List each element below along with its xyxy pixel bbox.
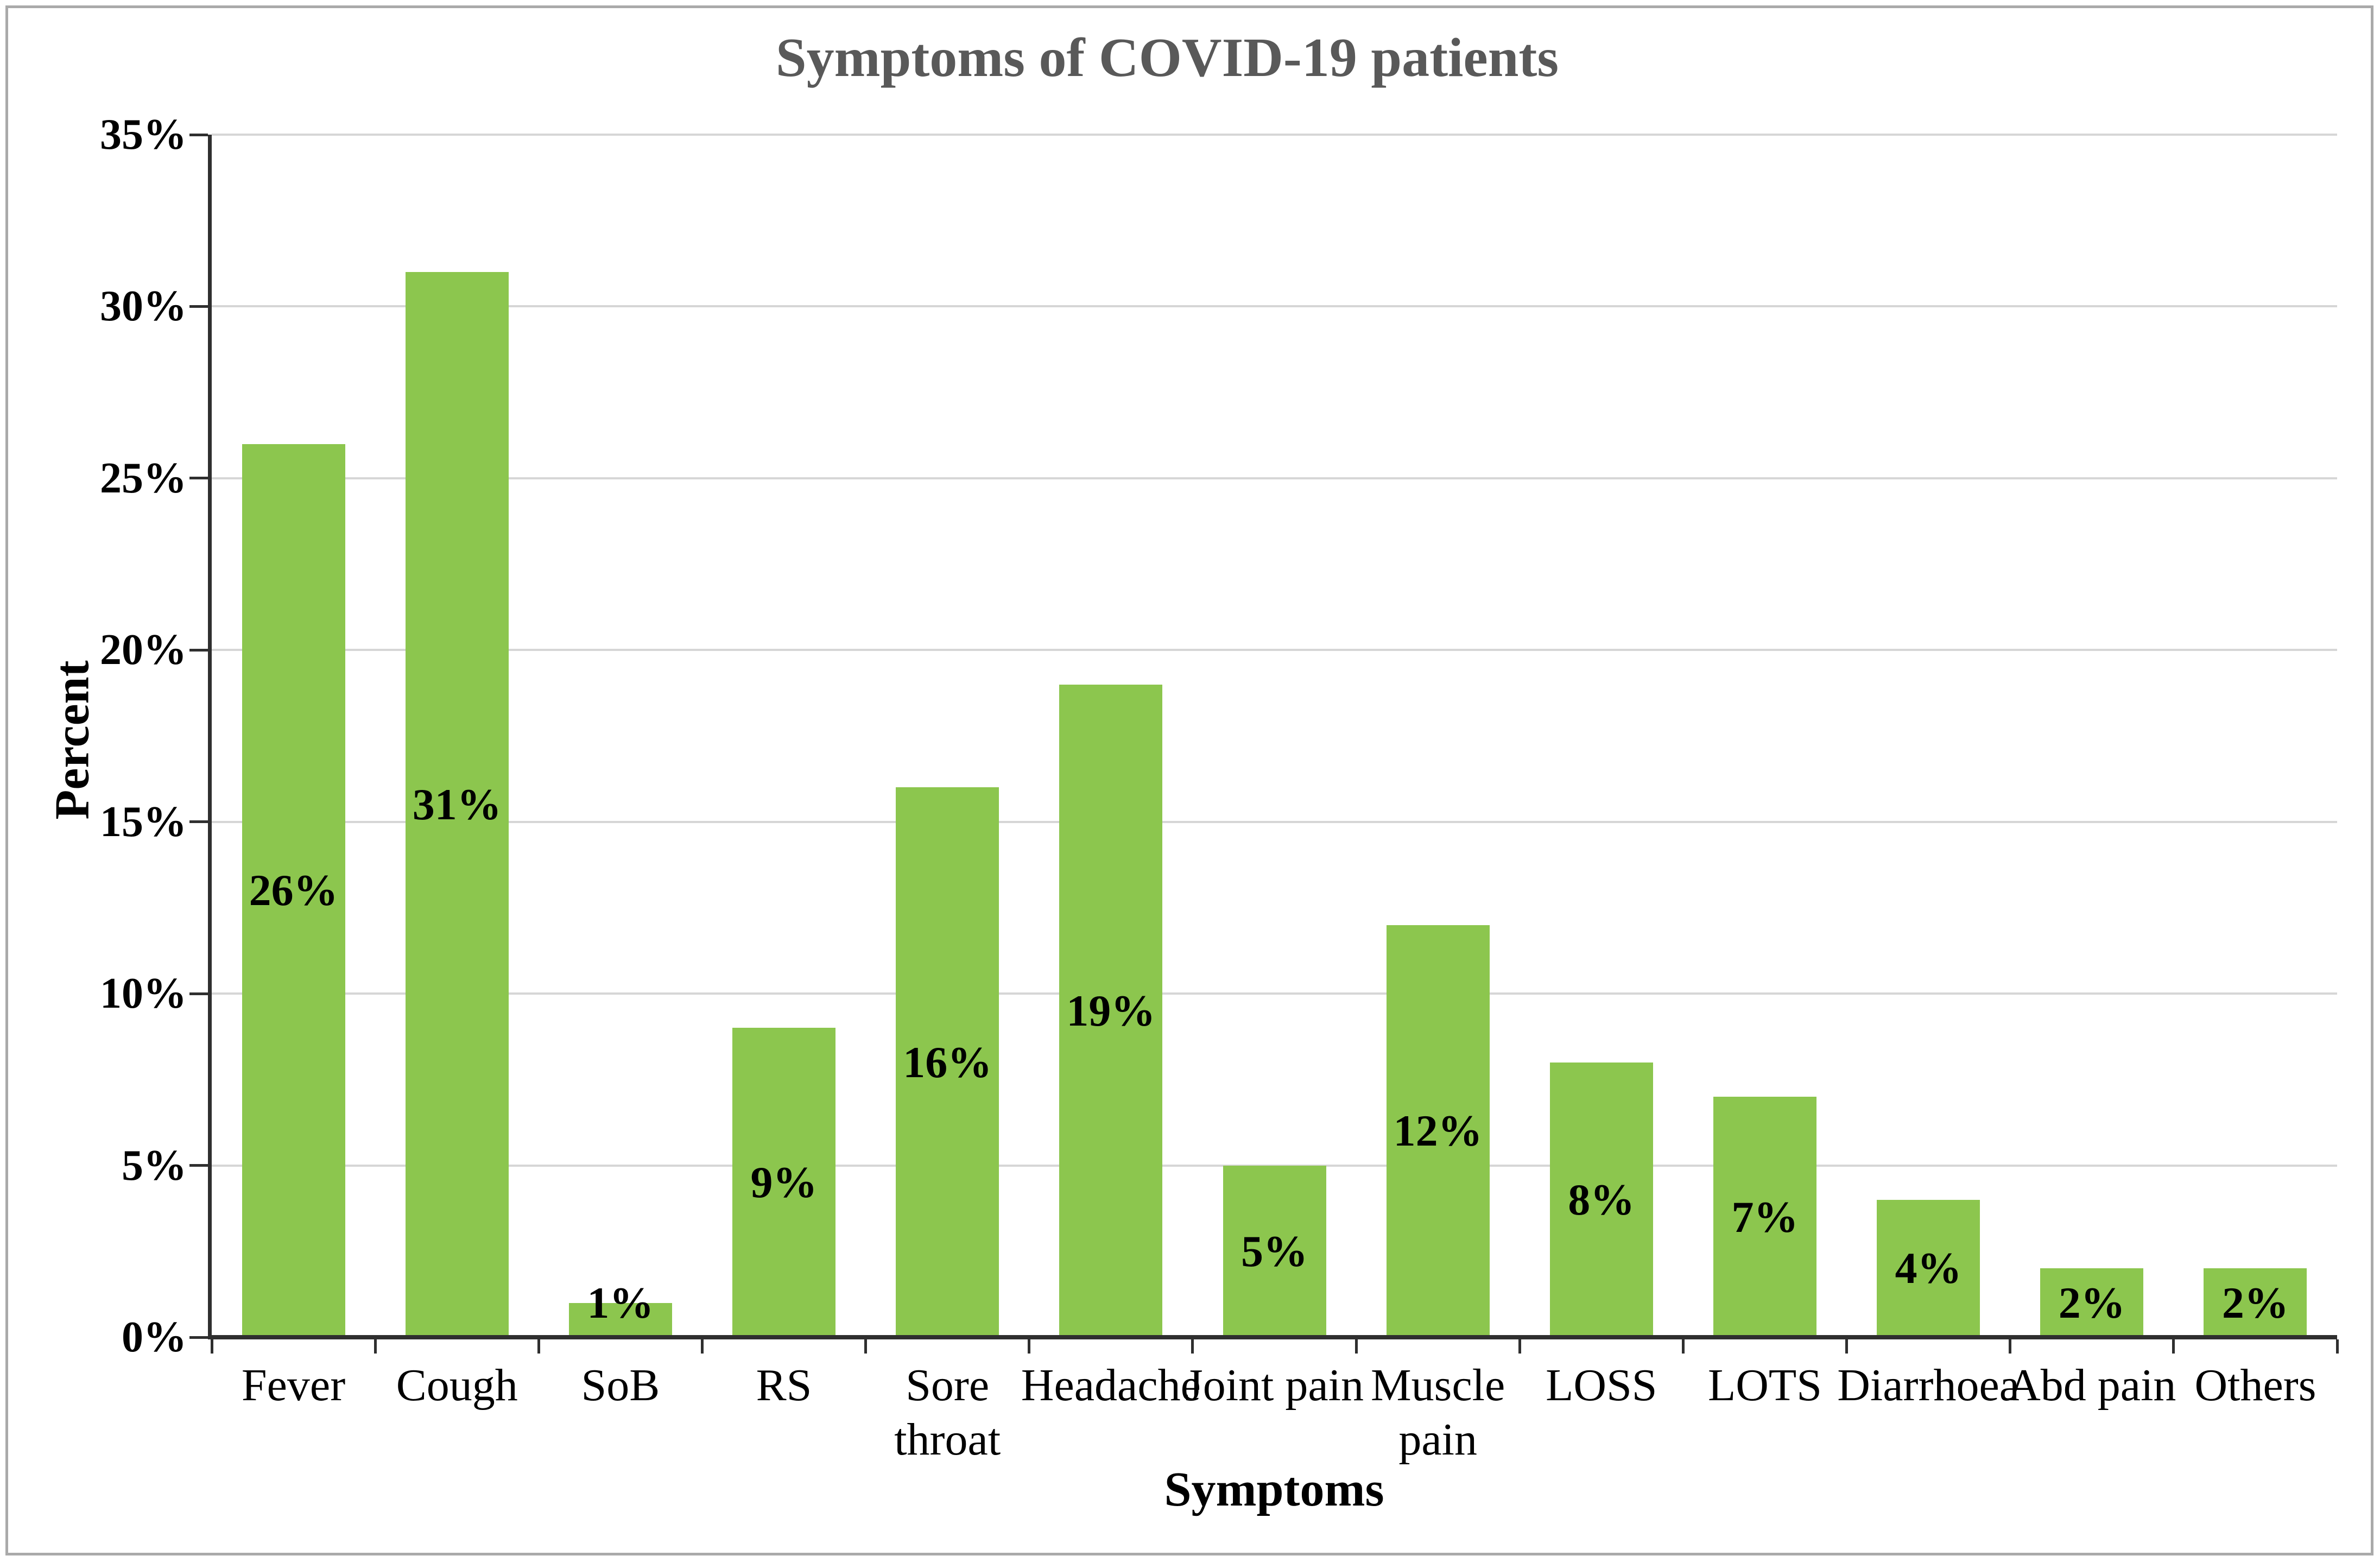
y-axis-tick xyxy=(189,648,208,652)
bar-value-label: 2% xyxy=(2058,1278,2125,1327)
gridline xyxy=(212,820,2337,823)
x-category-label: RS xyxy=(756,1360,812,1411)
x-axis-tick xyxy=(700,1339,704,1354)
x-category-label: Muscle pain xyxy=(1370,1360,1505,1465)
x-axis-tick xyxy=(2172,1339,2175,1354)
x-axis-tick xyxy=(537,1339,540,1354)
bar-value-label: 2% xyxy=(2221,1278,2289,1327)
bar-value-label: 5% xyxy=(1241,1226,1308,1276)
y-tick-label: 0% xyxy=(122,1313,187,1361)
y-tick-label: 15% xyxy=(100,798,187,846)
y-axis-tick xyxy=(189,305,208,308)
y-axis-tick xyxy=(189,133,208,136)
x-category-label: LOTS xyxy=(1707,1360,1822,1411)
bar-value-label: 26% xyxy=(249,865,338,915)
x-category-label: Sore throat xyxy=(894,1360,1001,1465)
x-axis-tick xyxy=(1028,1339,1031,1354)
gridline xyxy=(212,477,2337,479)
x-axis-tick xyxy=(374,1339,377,1354)
x-category-label: Fever xyxy=(241,1360,346,1411)
bar-value-label: 9% xyxy=(750,1158,818,1207)
x-category-label: Cough xyxy=(396,1360,518,1411)
x-axis-tick xyxy=(1518,1339,1521,1354)
bar xyxy=(896,787,999,1337)
bar xyxy=(1059,684,1163,1337)
bar xyxy=(2040,1268,2144,1337)
bar xyxy=(568,1302,672,1337)
bar-value-label: 8% xyxy=(1568,1174,1635,1224)
x-axis-tick xyxy=(864,1339,868,1354)
y-tick-label: 5% xyxy=(122,1141,187,1190)
gridline xyxy=(212,134,2337,136)
y-axis-tick xyxy=(189,820,208,824)
bar xyxy=(1223,1165,1326,1337)
x-axis-tick xyxy=(1191,1339,1194,1354)
x-axis-tick xyxy=(1845,1339,1849,1354)
bar xyxy=(405,272,509,1337)
y-tick-label: 30% xyxy=(100,282,187,331)
bar-value-label: 4% xyxy=(1895,1243,1962,1293)
x-category-label: LOSS xyxy=(1546,1360,1657,1411)
gridline xyxy=(212,992,2337,995)
bar xyxy=(2204,1268,2307,1337)
bar-value-label: 12% xyxy=(1393,1106,1483,1156)
bar-value-label: 1% xyxy=(587,1278,654,1327)
bar xyxy=(1877,1199,1980,1337)
bar-value-label: 16% xyxy=(903,1037,992,1087)
y-tick-label: 20% xyxy=(100,626,187,674)
bar xyxy=(242,444,345,1337)
y-axis-tick xyxy=(189,477,208,480)
bar xyxy=(1713,1097,1816,1337)
x-axis-line xyxy=(208,1335,2337,1339)
y-tick-label: 25% xyxy=(100,454,187,502)
x-category-label: Joint pain xyxy=(1185,1360,1364,1411)
y-axis-tick xyxy=(189,1164,208,1167)
x-axis-title: Symptoms xyxy=(1164,1463,1384,1516)
bar-value-label: 7% xyxy=(1731,1192,1799,1242)
x-axis-tick xyxy=(1681,1339,1685,1354)
x-axis-tick xyxy=(1354,1339,1358,1354)
x-category-label: Headache xyxy=(1021,1360,1201,1411)
y-axis-tick xyxy=(189,1336,208,1339)
y-axis-title: Percent xyxy=(45,660,99,820)
bar xyxy=(1386,925,1490,1337)
chart-title: Symptoms of COVID-19 patients xyxy=(775,27,1559,88)
y-tick-label: 10% xyxy=(100,970,187,1018)
x-axis-tick xyxy=(2009,1339,2012,1354)
x-category-label: SoB xyxy=(581,1360,660,1411)
x-category-label: Diarrhoea xyxy=(1837,1360,2020,1411)
bar-value-label: 19% xyxy=(1066,985,1156,1035)
y-tick-label: 35% xyxy=(100,111,187,159)
gridline xyxy=(212,305,2337,308)
bar xyxy=(1549,1062,1653,1337)
gridline xyxy=(212,649,2337,652)
y-axis-tick xyxy=(189,992,208,995)
y-axis-line xyxy=(208,135,212,1339)
x-category-label: Abd pain xyxy=(2008,1360,2176,1411)
x-category-label: Others xyxy=(2194,1360,2316,1411)
figure-border xyxy=(5,5,2373,1555)
x-axis-tick xyxy=(210,1339,213,1354)
bar-value-label: 31% xyxy=(412,780,502,830)
x-axis-tick xyxy=(2335,1339,2339,1354)
bar xyxy=(732,1028,836,1337)
